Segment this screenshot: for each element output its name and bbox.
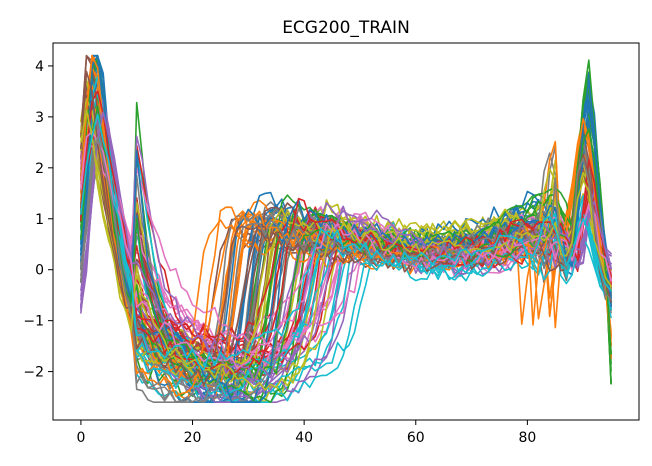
y-axis: −2 −1 0 1 2 3 4	[23, 59, 53, 381]
x-tick-label: 80	[518, 430, 536, 446]
x-tick-label: 0	[76, 430, 85, 446]
x-tick-label: 40	[295, 430, 313, 446]
series-line	[80, 101, 612, 395]
series-line	[80, 54, 612, 398]
series-line	[80, 145, 612, 351]
y-tick-label: 0	[35, 263, 44, 279]
series-lines	[80, 54, 612, 404]
x-tick-label: 60	[407, 430, 425, 446]
series-line	[80, 70, 612, 387]
series-line	[80, 136, 612, 404]
y-tick-label: 3	[35, 110, 44, 126]
chart-title: ECG200_TRAIN	[282, 18, 410, 38]
y-tick-label: −1	[23, 314, 44, 330]
plot-frame	[52, 42, 640, 421]
y-tick-label: −2	[23, 365, 44, 381]
y-tick-label: 2	[35, 161, 44, 177]
series-line	[80, 102, 612, 377]
x-tick-label: 20	[184, 430, 202, 446]
y-tick-label: 1	[35, 212, 44, 228]
series-line	[80, 111, 612, 383]
x-axis: 0 20 40 60 80	[76, 420, 536, 446]
y-tick-label: 4	[35, 59, 44, 75]
series-line	[80, 113, 612, 371]
series-line	[80, 90, 612, 375]
series-line	[80, 85, 612, 386]
